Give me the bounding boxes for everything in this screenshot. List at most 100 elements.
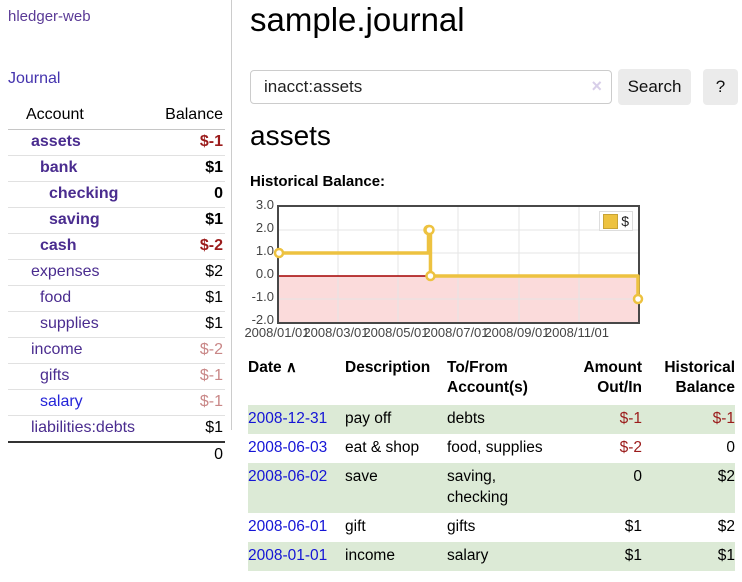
transaction-balance: $2 (717, 518, 735, 535)
transaction-date-link[interactable]: 2008-06-03 (248, 439, 328, 456)
search-bar: × Search ? (250, 69, 742, 105)
transaction-date-link[interactable]: 2008-12-31 (248, 410, 328, 427)
y-axis-tick-label: 1.0 (255, 243, 274, 258)
transaction-balance: 0 (726, 439, 735, 456)
transaction-description: save (345, 468, 378, 485)
account-row: gifts $-1 (8, 363, 225, 390)
register-header-balance: Historical Balance (664, 359, 735, 396)
transaction-date-link[interactable]: 2008-06-02 (248, 468, 328, 485)
account-link-expenses[interactable]: expenses (31, 263, 100, 280)
register-header-amount: Amount Out/In (583, 359, 642, 396)
account-row: liabilities:debts $1 (8, 416, 225, 443)
transaction-amount: $1 (624, 547, 642, 564)
register-row: 2008-01-01 income salary $1 $1 (248, 542, 735, 571)
transaction-amount: $1 (624, 518, 642, 535)
account-row: saving $1 (8, 207, 225, 234)
register-row: 2008-06-01 gift gifts $1 $2 (248, 513, 735, 542)
register-header-date[interactable]: Date ∧ (248, 359, 297, 376)
legend-series-label: $ (621, 213, 629, 229)
transaction-accounts: saving, checking (447, 468, 509, 506)
register-row: 2008-06-02 save saving, checking 0 $2 (248, 463, 735, 513)
help-button[interactable]: ? (703, 69, 738, 105)
account-balance: $-2 (155, 233, 225, 260)
transaction-description: eat & shop (345, 439, 420, 456)
transaction-date-link[interactable]: 2008-06-01 (248, 518, 328, 535)
account-balance: $2 (155, 259, 225, 286)
account-balance: $1 (155, 155, 225, 182)
account-link-assets[interactable]: assets (31, 133, 81, 150)
transaction-amount: $-2 (619, 439, 642, 456)
account-link-saving[interactable]: saving (49, 211, 100, 228)
account-row: cash $-2 (8, 233, 225, 260)
account-link-food[interactable]: food (40, 289, 72, 306)
accounts-header-account: Account (8, 102, 156, 130)
account-row: income $-2 (8, 337, 225, 364)
x-axis-tick-label: 2008/11/01 (544, 325, 610, 340)
account-row: bank $1 (8, 155, 225, 182)
account-link-gifts[interactable]: gifts (40, 367, 70, 384)
data-point-marker (632, 293, 644, 305)
x-axis-tick-label: 2008/07/01 (423, 325, 489, 340)
account-balance: $-1 (155, 129, 225, 156)
chart-legend: $ (599, 211, 633, 231)
transaction-description: gift (345, 518, 366, 535)
account-link-cash[interactable]: cash (40, 237, 77, 254)
account-row: checking 0 (8, 181, 225, 208)
account-link-income[interactable]: income (31, 341, 83, 358)
sidebar-divider (231, 0, 232, 430)
transaction-balance: $-1 (712, 410, 735, 427)
transaction-accounts: salary (447, 547, 489, 564)
x-axis-tick-label: 2008/09/01 (484, 325, 550, 340)
y-axis-tick-label: 2.0 (255, 220, 274, 235)
account-heading: assets (250, 120, 331, 151)
register-header-row: Date ∧ Description To/From Account(s) Amo… (248, 358, 735, 405)
account-row: supplies $1 (8, 311, 225, 338)
transaction-accounts: food, supplies (447, 439, 543, 456)
x-axis-tick-label: 2008/03/01 (303, 325, 369, 340)
account-link-bank[interactable]: bank (40, 159, 78, 176)
transaction-balance: $1 (717, 547, 735, 564)
sort-ascending-icon: ∧ (285, 359, 297, 376)
page-title: sample.journal (250, 1, 465, 38)
account-row: expenses $2 (8, 259, 225, 286)
register-header-description: Description (345, 359, 431, 376)
transaction-description: pay off (345, 410, 392, 427)
accounts-table: Account Balance assets $-1 bank $1 checkin… (8, 102, 225, 468)
y-axis-tick-label: 3.0 (255, 197, 274, 212)
account-link-supplies[interactable]: supplies (40, 315, 99, 332)
y-axis-tick-label: 0.0 (255, 266, 274, 281)
data-point-marker (425, 270, 436, 282)
account-row: salary $-1 (8, 389, 225, 416)
account-link-checking[interactable]: checking (49, 185, 119, 202)
transaction-accounts: gifts (447, 518, 476, 535)
account-balance: $1 (205, 419, 223, 436)
search-input[interactable] (262, 72, 586, 102)
clear-search-icon[interactable]: × (591, 76, 602, 96)
account-balance: $-1 (155, 363, 225, 390)
register-header-accounts: To/From Account(s) (447, 359, 528, 396)
account-row: food $1 (8, 285, 225, 312)
chart-title: Historical Balance: (250, 173, 386, 190)
data-point-marker (424, 224, 435, 236)
account-balance: $1 (155, 285, 225, 312)
app-title-link[interactable]: hledger-web (8, 8, 91, 25)
transaction-amount: $-1 (619, 410, 642, 427)
account-link-liabilities-debts[interactable]: liabilities:debts (31, 419, 136, 436)
accounts-total-value: 0 (155, 441, 225, 468)
account-link-salary[interactable]: salary (40, 393, 83, 410)
legend-series-swatch (603, 213, 619, 229)
account-balance: 0 (155, 181, 225, 208)
register-table: Date ∧ Description To/From Account(s) Amo… (248, 358, 735, 571)
historical-balance-chart: 3.0 2.0 1.0 0.0 -1.0 -2.0 $2008/01/01 2008/03/0… (244, 197, 690, 346)
chart-plot-area: $ (273, 205, 644, 324)
account-balance: $1 (155, 311, 225, 338)
accounts-total-row: 0 (8, 441, 225, 468)
transaction-amount: 0 (633, 468, 642, 485)
account-balance: $-1 (155, 389, 225, 416)
nav-journal-link[interactable]: Journal (8, 70, 61, 87)
register-row: 2008-12-31 pay off debts $-1 $-1 (248, 405, 735, 434)
transaction-balance: $2 (717, 468, 735, 485)
data-point-marker (273, 247, 285, 259)
transaction-date-link[interactable]: 2008-01-01 (248, 547, 328, 564)
search-button[interactable]: Search (618, 69, 691, 105)
